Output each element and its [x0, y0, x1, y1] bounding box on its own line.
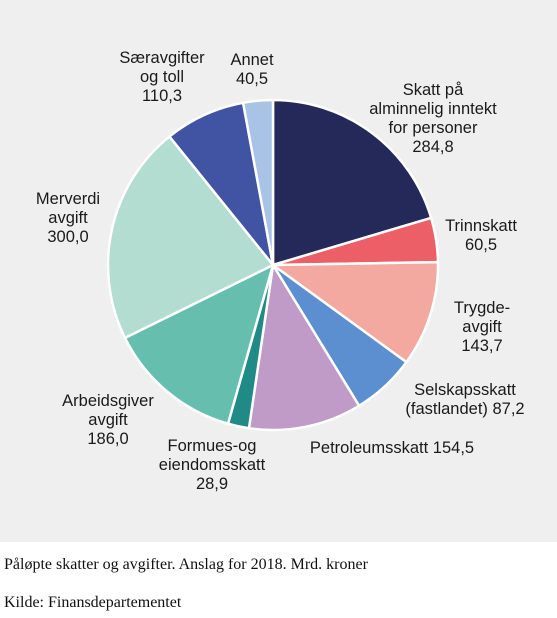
pie-slice-2 — [271, 260, 440, 364]
slice-label-line: eiendomsskatt — [159, 456, 266, 474]
pie-slices — [106, 98, 440, 432]
slice-label-line: Trygde- — [454, 299, 510, 317]
slice-label-line: Særavgifter — [119, 49, 205, 67]
slice-label-line: avgift — [48, 209, 88, 227]
slice-label-line: 300,0 — [47, 228, 88, 246]
chart-caption: Påløpte skatter og avgifter. Anslag for … — [4, 556, 368, 573]
slice-label-2: Trygde-avgift 143,7 — [454, 299, 510, 355]
slice-label-line: (fastlandet) 87,2 — [405, 400, 524, 418]
slice-label-line: for personer — [389, 119, 478, 137]
pie-slice-7 — [106, 135, 275, 340]
slice-label-line: Trinnskatt — [445, 217, 517, 235]
slice-label-line: Selskapsskatt — [414, 381, 516, 399]
slice-label-1: Trinnskatt 60,5 — [445, 217, 517, 254]
chart-source: Kilde: Finansdepartementet — [4, 594, 182, 611]
pie-slice-9 — [241, 98, 275, 267]
slice-label-9: Annet 40,5 — [230, 51, 274, 88]
slice-label-line: 284,8 — [412, 138, 453, 156]
slice-label-7: Merverdi avgift 300,0 — [36, 190, 100, 246]
slice-label-line: Skatt på — [403, 81, 464, 99]
slice-label-line: Petroleumsskatt 154,5 — [310, 439, 474, 457]
pie-chart: Skatt på alminnelig inntekt for personer 28… — [36, 49, 525, 493]
slice-label-line: 186,0 — [87, 430, 128, 448]
chart-panel: Skatt på alminnelig inntekt for personer 28… — [0, 0, 557, 542]
slice-label-line: 40,5 — [236, 70, 268, 88]
slice-label-line: Merverdi — [36, 190, 100, 208]
slice-label-line: 28,9 — [196, 475, 228, 493]
slice-label-line: avgift — [88, 411, 128, 429]
slice-label-line: alminnelig inntekt — [369, 100, 497, 118]
slice-label-3: Selskapsskatt (fastlandet) 87,2 — [405, 381, 524, 418]
pie-slice-6 — [123, 263, 275, 425]
slice-label-line: 143,7 — [461, 337, 502, 355]
slice-label-line: 110,3 — [142, 87, 182, 105]
slice-label-4: Petroleumsskatt 154,5 — [310, 439, 474, 457]
pie-slice-0 — [271, 98, 433, 267]
pie-slice-4 — [247, 263, 361, 432]
slice-label-6: Arbeidsgiver avgift 186,0 — [62, 392, 154, 448]
slice-label-line: Arbeidsgiver — [62, 392, 154, 410]
slice-label-line: og toll — [140, 68, 184, 86]
slice-label-8: Særavgifter og toll 110,3 — [119, 49, 205, 105]
slice-label-line: Formues-og — [168, 437, 257, 455]
slice-label-0: Skatt på alminnelig inntekt for personer 28… — [369, 81, 497, 156]
slice-label-line: avgift — [462, 318, 502, 336]
slice-label-line: 60,5 — [465, 236, 497, 254]
slice-label-line: Annet — [230, 51, 274, 69]
slice-label-5: Formues-og eiendomsskatt 28,9 — [159, 437, 266, 493]
pie-labels: Skatt på alminnelig inntekt for personer 28… — [36, 49, 525, 493]
